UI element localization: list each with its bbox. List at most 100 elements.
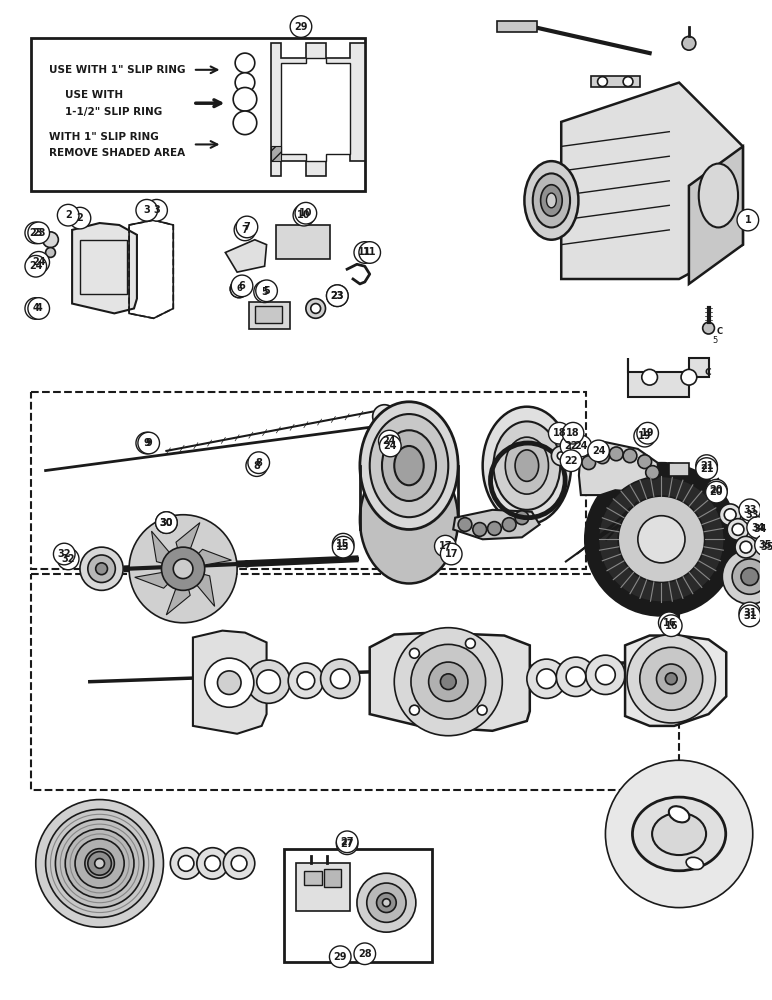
Circle shape (330, 669, 350, 689)
Circle shape (36, 800, 164, 927)
Text: 33: 33 (745, 510, 759, 520)
Circle shape (665, 673, 677, 685)
Text: 10: 10 (299, 208, 313, 218)
Text: 9: 9 (144, 438, 150, 448)
Circle shape (757, 537, 772, 557)
Circle shape (642, 369, 658, 385)
Circle shape (65, 829, 134, 898)
Circle shape (660, 615, 682, 637)
Circle shape (458, 518, 472, 531)
Text: 23: 23 (330, 291, 344, 301)
Circle shape (735, 536, 757, 558)
Text: 15: 15 (337, 539, 350, 549)
Bar (296, 863, 350, 911)
Circle shape (627, 635, 716, 723)
Circle shape (623, 449, 637, 463)
Polygon shape (625, 636, 726, 726)
Circle shape (720, 504, 741, 526)
Circle shape (235, 73, 255, 92)
Text: 24: 24 (592, 446, 605, 456)
Circle shape (46, 809, 154, 917)
Circle shape (223, 848, 255, 879)
Ellipse shape (505, 437, 548, 494)
Circle shape (466, 639, 476, 648)
Text: 20: 20 (709, 487, 723, 497)
Circle shape (560, 450, 582, 472)
Circle shape (232, 856, 247, 871)
Circle shape (359, 242, 381, 263)
Circle shape (645, 466, 659, 479)
Text: 11: 11 (358, 247, 371, 257)
Circle shape (548, 422, 570, 444)
Polygon shape (225, 240, 266, 272)
Text: 28: 28 (358, 949, 371, 959)
Polygon shape (193, 631, 266, 734)
Circle shape (656, 664, 686, 693)
Circle shape (96, 563, 107, 575)
Circle shape (394, 628, 503, 736)
Circle shape (337, 831, 358, 853)
Text: 34: 34 (751, 523, 764, 533)
Ellipse shape (382, 430, 436, 501)
Text: 8: 8 (256, 458, 262, 468)
Text: 5: 5 (263, 286, 270, 296)
Circle shape (244, 561, 250, 567)
Text: 11: 11 (363, 247, 377, 257)
Circle shape (254, 281, 276, 303)
Text: 1-1/2" SLIP RING: 1-1/2" SLIP RING (65, 107, 162, 117)
Text: 4: 4 (36, 303, 42, 313)
Ellipse shape (669, 806, 689, 822)
Polygon shape (166, 569, 190, 615)
Circle shape (136, 432, 157, 454)
Circle shape (288, 663, 323, 698)
Ellipse shape (524, 161, 578, 240)
Circle shape (354, 242, 376, 263)
Text: 5: 5 (261, 287, 268, 297)
Circle shape (739, 605, 760, 627)
Ellipse shape (394, 446, 424, 485)
Circle shape (560, 435, 582, 457)
Circle shape (409, 648, 419, 658)
Circle shape (740, 541, 752, 553)
Text: 7: 7 (243, 222, 250, 232)
Circle shape (205, 658, 254, 707)
Text: 23: 23 (330, 291, 344, 301)
Circle shape (333, 536, 354, 558)
Circle shape (248, 452, 269, 473)
Circle shape (337, 833, 358, 855)
Bar (249, 302, 290, 329)
Circle shape (598, 77, 608, 87)
Circle shape (696, 455, 717, 476)
Circle shape (640, 647, 703, 710)
Circle shape (306, 299, 326, 318)
Bar (669, 463, 689, 476)
Text: 22: 22 (564, 441, 577, 451)
Circle shape (739, 499, 760, 521)
Circle shape (367, 883, 406, 922)
Circle shape (638, 455, 652, 469)
Text: 6: 6 (239, 281, 245, 291)
Circle shape (233, 111, 257, 135)
Text: 31: 31 (743, 611, 757, 621)
Text: 24: 24 (29, 261, 42, 271)
Circle shape (320, 659, 360, 698)
Text: 30: 30 (160, 518, 173, 528)
Circle shape (428, 662, 468, 701)
Bar (276, 225, 330, 259)
Circle shape (380, 435, 401, 457)
Circle shape (236, 216, 258, 238)
Text: USE WITH 1" SLIP RING: USE WITH 1" SLIP RING (49, 65, 185, 75)
Circle shape (56, 819, 144, 908)
Text: 19: 19 (638, 431, 652, 441)
Ellipse shape (533, 173, 570, 227)
Polygon shape (151, 531, 183, 569)
Text: 2: 2 (65, 210, 72, 220)
Circle shape (156, 512, 178, 533)
Circle shape (69, 207, 91, 229)
Text: 15: 15 (337, 542, 350, 552)
Circle shape (25, 298, 46, 319)
Circle shape (138, 432, 160, 454)
Circle shape (95, 858, 104, 868)
Circle shape (377, 893, 396, 913)
Circle shape (28, 298, 49, 319)
